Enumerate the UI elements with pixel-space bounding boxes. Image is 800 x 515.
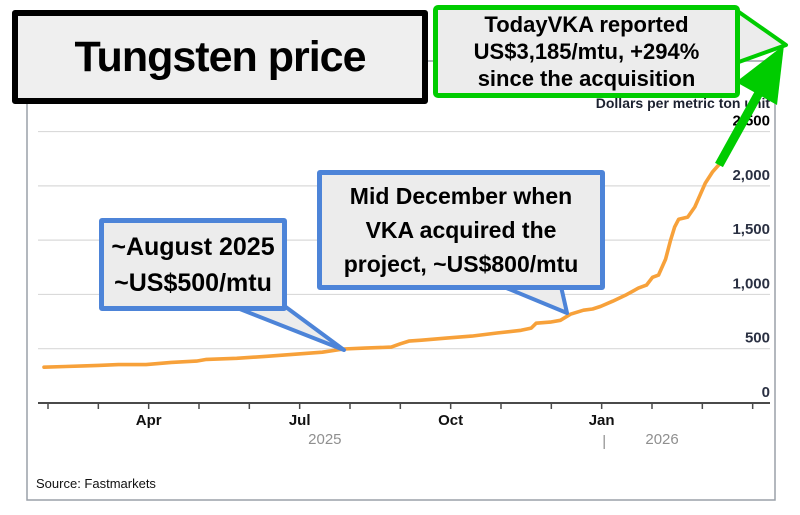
december-callout-line: VKA acquired the bbox=[365, 217, 557, 243]
today-callout: TodayVKA reported US$3,185/mtu, +294% si… bbox=[433, 5, 740, 98]
year-label: 2025 bbox=[308, 431, 341, 448]
y-tick-label: 0 bbox=[762, 384, 770, 401]
y-tick-label: 1,000 bbox=[732, 275, 770, 292]
december-callout: Mid December when VKA acquired the proje… bbox=[317, 170, 605, 290]
august-callout: ~August 2025 ~US$500/mtu bbox=[99, 218, 287, 311]
source-note: Source: Fastmarkets bbox=[36, 476, 156, 491]
august-callout-line: ~August 2025 bbox=[111, 232, 275, 261]
x-tick-label: Jul bbox=[289, 412, 311, 429]
title-box: Tungsten price bbox=[12, 10, 428, 104]
axis-unit-label: Dollars per metric ton unit bbox=[596, 95, 771, 111]
y-tick-label: 2,000 bbox=[732, 167, 770, 184]
price-line bbox=[42, 161, 723, 370]
y-tick-label: 1,500 bbox=[732, 221, 770, 238]
year-label: 2026 bbox=[645, 431, 678, 448]
year-divider: | bbox=[602, 433, 606, 450]
x-tick-label: Apr bbox=[136, 412, 162, 429]
december-callout-line: project, ~US$800/mtu bbox=[343, 251, 579, 277]
august-callout-line: ~US$500/mtu bbox=[114, 268, 272, 297]
x-tick-label: Jan bbox=[589, 412, 615, 429]
y-tick-label: 500 bbox=[745, 330, 770, 347]
today-callout-line: TodayVKA reported bbox=[484, 12, 689, 37]
today-callout-line: US$3,185/mtu, +294% bbox=[473, 39, 700, 64]
page-title: Tungsten price bbox=[74, 32, 366, 81]
x-tick-label: Oct bbox=[438, 412, 463, 429]
growth-arrow-shaft bbox=[715, 88, 764, 168]
december-callout-line: Mid December when bbox=[349, 183, 573, 209]
today-callout-line: since the acquisition bbox=[477, 66, 696, 91]
growth-arrow-head bbox=[736, 45, 784, 105]
